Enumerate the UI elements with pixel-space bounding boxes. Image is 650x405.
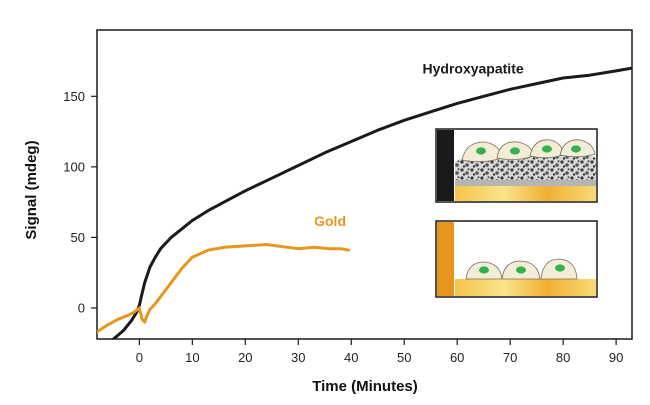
series-label-gold: Gold [314,213,346,229]
cell-nucleus [516,266,526,274]
y-tick-label: 50 [71,230,85,245]
x-tick-label: 20 [238,350,252,365]
hydroxyapatite-layer [455,152,596,180]
x-tick-label: 10 [185,350,199,365]
x-tick-label: 80 [556,350,570,365]
series-layer: Hydroxyapatite Gold [97,61,632,339]
x-axis-title: Time (Minutes) [312,378,418,395]
cells [465,258,578,280]
x-tick-label: 90 [609,350,623,365]
gold-inset-illustration [435,220,598,298]
cells [461,139,596,162]
inset-sidebar [437,130,454,201]
cell-nucleus [555,264,565,272]
y-axis-title: Signal (mdeg) [23,140,40,239]
cell-nucleus [479,266,489,274]
series-line-hydroxyapatite [111,66,632,339]
cell-nucleus [510,147,520,155]
x-tick-label: 0 [136,350,143,365]
y-tick-label: 150 [63,89,85,104]
gold-substrate [455,279,596,296]
gold-substrate [455,186,596,201]
series-line-gold [97,243,351,334]
x-tick-label: 70 [503,350,517,365]
hydroxyapatite-inset-illustration [435,128,598,203]
series-label-hydroxyapatite: Hydroxyapatite [423,61,524,77]
x-tick-label: 50 [397,350,411,365]
y-tick-label: 100 [63,159,85,174]
inset-sidebar [437,222,454,296]
axis-ticks: 0 10 20 30 40 50 60 70 80 90 0 50 100 150 [63,89,623,365]
plot-frame [96,29,633,340]
cell-nucleus [571,145,581,153]
x-tick-label: 30 [291,350,305,365]
cell-nucleus [476,147,486,155]
cell-nucleus [542,145,552,153]
y-tick-label: 0 [78,300,85,315]
x-tick-label: 60 [450,350,464,365]
x-tick-label: 40 [344,350,358,365]
plot-area [96,29,633,340]
